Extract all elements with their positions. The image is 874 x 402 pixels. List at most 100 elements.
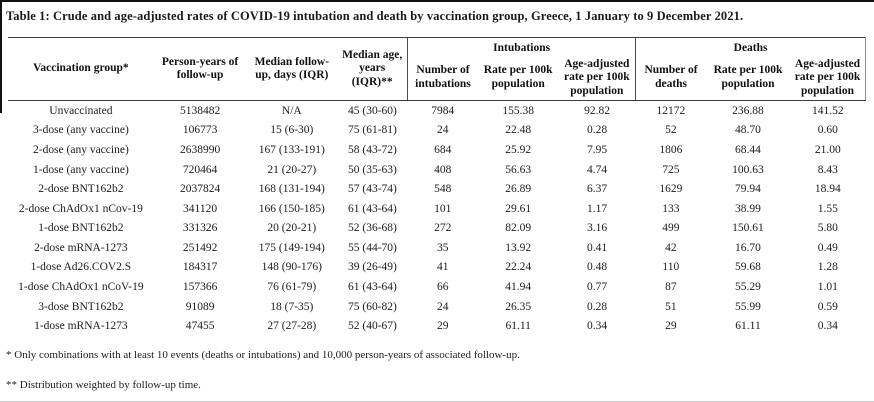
value-cell: 1.55 bbox=[817, 202, 838, 215]
value-cell: 133 bbox=[662, 202, 680, 215]
value-cell: 52 (40-67) bbox=[347, 320, 397, 333]
value-cell: 55.99 bbox=[735, 300, 761, 313]
value-cell: 92.82 bbox=[584, 104, 610, 117]
vaccination-group-cell: 2-dose BNT162b2 bbox=[38, 183, 124, 196]
left-border-line bbox=[0, 0, 2, 113]
value-cell: 61 (43-64) bbox=[347, 281, 397, 294]
vaccination-group-cell: 1-dose ChAdOx1 nCoV-19 bbox=[18, 281, 144, 294]
value-cell: 25.92 bbox=[505, 143, 532, 156]
value-cell: 61.11 bbox=[735, 320, 761, 333]
value-cell: 5138482 bbox=[179, 104, 221, 117]
col-header-vaccination-group: Vaccination group* bbox=[8, 36, 154, 102]
value-cell: 58 (43-72) bbox=[347, 143, 397, 156]
table-row: 1-dose (any vaccine) 720464 21 (20-27) 50 (… bbox=[8, 160, 866, 180]
vaccination-group-cell: 2-dose (any vaccine) bbox=[32, 143, 129, 156]
value-cell: 21.00 bbox=[814, 143, 841, 156]
value-cell: 184317 bbox=[182, 261, 218, 274]
value-cell: 29 bbox=[665, 320, 677, 333]
value-cell: 331326 bbox=[182, 222, 218, 235]
col-header-person-years: Person-years of follow-up bbox=[153, 36, 247, 102]
value-cell: 0.60 bbox=[817, 124, 838, 137]
value-cell: 8.43 bbox=[817, 163, 838, 176]
vaccination-group-cell: 2-dose ChAdOx1 nCov-19 bbox=[18, 202, 143, 215]
col-header-intubation-adjusted-rate: Age-adjusted rate per 100k population bbox=[558, 55, 636, 102]
col-header-median-followup: Median follow-up, days (IQR) bbox=[246, 36, 338, 102]
value-cell: 0.34 bbox=[817, 320, 838, 333]
value-cell: 91089 bbox=[185, 300, 215, 313]
value-cell: 18 (7-35) bbox=[270, 300, 314, 313]
table-row: 3-dose (any vaccine) 106773 15 (6-30) 75 (6… bbox=[8, 121, 866, 141]
value-cell: 150.61 bbox=[732, 222, 764, 235]
value-cell: 35 bbox=[436, 241, 449, 254]
value-cell: 47455 bbox=[185, 320, 215, 333]
value-cell: 79.94 bbox=[735, 183, 761, 196]
value-cell: 22.48 bbox=[505, 124, 532, 137]
value-cell: 42 bbox=[665, 241, 677, 254]
value-cell: 45 (30-60) bbox=[347, 104, 397, 117]
value-cell: 548 bbox=[434, 183, 452, 196]
table-row: 1-dose ChAdOx1 nCoV-19 157366 76 (61-79) 61… bbox=[8, 278, 866, 298]
value-cell: 1.28 bbox=[817, 261, 838, 274]
value-cell: 408 bbox=[434, 163, 452, 176]
value-cell: 26.89 bbox=[505, 183, 532, 196]
value-cell: 236.88 bbox=[732, 104, 764, 117]
value-cell: 22.24 bbox=[505, 261, 532, 274]
value-cell: 100.63 bbox=[732, 163, 764, 176]
value-cell: 13.92 bbox=[505, 241, 532, 254]
value-cell: 7.95 bbox=[587, 143, 608, 156]
table-row: 2-dose mRNA-1273 251492 175 (149-194) 55 (4… bbox=[8, 238, 866, 258]
value-cell: 251492 bbox=[182, 241, 218, 254]
value-cell: 0.48 bbox=[587, 261, 608, 274]
table-header: Vaccination group* Person-years of follo… bbox=[8, 36, 866, 102]
value-cell: 48.70 bbox=[735, 124, 761, 137]
col-header-intubation-rate: Rate per 100k population bbox=[477, 55, 559, 102]
value-cell: 29 bbox=[436, 320, 449, 333]
value-cell: 106773 bbox=[182, 124, 218, 137]
col-header-number-deaths: Number of deaths bbox=[635, 55, 706, 102]
value-cell: 110 bbox=[662, 261, 680, 274]
column-header-row: Number of intubations Rate per 100k popu… bbox=[8, 55, 866, 102]
vaccination-group-cell: 1-dose (any vaccine) bbox=[32, 163, 129, 176]
table-row: 2-dose ChAdOx1 nCov-19 341120 166 (150-185… bbox=[8, 199, 866, 219]
value-cell: 56.63 bbox=[505, 163, 532, 176]
value-cell: 341120 bbox=[183, 202, 218, 215]
col-header-death-rate: Rate per 100k population bbox=[705, 55, 790, 102]
value-cell: 0.41 bbox=[587, 241, 608, 254]
rates-table: Vaccination group* Person-years of follo… bbox=[8, 36, 866, 337]
value-cell: 141.52 bbox=[811, 104, 844, 117]
value-cell: 3.16 bbox=[587, 222, 608, 235]
value-cell: 1806 bbox=[659, 143, 683, 156]
value-cell: 499 bbox=[662, 222, 680, 235]
value-cell: 175 (149-194) bbox=[258, 241, 325, 254]
value-cell: 27 (27-28) bbox=[267, 320, 317, 333]
value-cell: 68.44 bbox=[735, 143, 761, 156]
value-cell: 20 (20-21) bbox=[267, 222, 317, 235]
value-cell: 52 (36-68) bbox=[347, 222, 397, 235]
value-cell: 0.59 bbox=[817, 300, 838, 313]
table-title: Table 1: Crude and age-adjusted rates of… bbox=[6, 9, 744, 23]
value-cell: 59.68 bbox=[735, 261, 761, 274]
value-cell: 55 (44-70) bbox=[347, 241, 397, 254]
table-row: 3-dose BNT162b2 91089 18 (7-35) 75 (60-82) 2… bbox=[8, 297, 866, 317]
top-border-line bbox=[0, 0, 874, 2]
value-cell: 101 bbox=[434, 202, 452, 215]
value-cell: 41.94 bbox=[505, 281, 532, 294]
group-header-row: Vaccination group* Person-years of follo… bbox=[8, 36, 866, 102]
vaccination-group-cell: 1-dose mRNA-1273 bbox=[34, 320, 128, 333]
value-cell: 15 (6-30) bbox=[270, 124, 314, 137]
vaccination-group-cell: 2-dose mRNA-1273 bbox=[34, 241, 128, 254]
footnote-distribution: ** Distribution weighted by follow-up ti… bbox=[6, 378, 201, 391]
value-cell: 55.29 bbox=[735, 281, 761, 294]
vaccination-group-cell: 1-dose BNT162b2 bbox=[38, 222, 124, 235]
value-cell: 26.35 bbox=[505, 300, 532, 313]
value-cell: 51 bbox=[665, 300, 677, 313]
group-header-deaths: Deaths bbox=[635, 36, 866, 56]
value-cell: 39 (26-49) bbox=[347, 261, 397, 274]
value-cell: 166 (150-185) bbox=[258, 202, 325, 215]
value-cell: 16.70 bbox=[735, 241, 761, 254]
table-body: Unvaccinated 5138482 N/A 45 (30-60) 7984 155.… bbox=[8, 101, 866, 337]
value-cell: 61 (43-64) bbox=[347, 202, 397, 215]
value-cell: 2037824 bbox=[179, 183, 221, 196]
value-cell: 167 (133-191) bbox=[258, 143, 325, 156]
